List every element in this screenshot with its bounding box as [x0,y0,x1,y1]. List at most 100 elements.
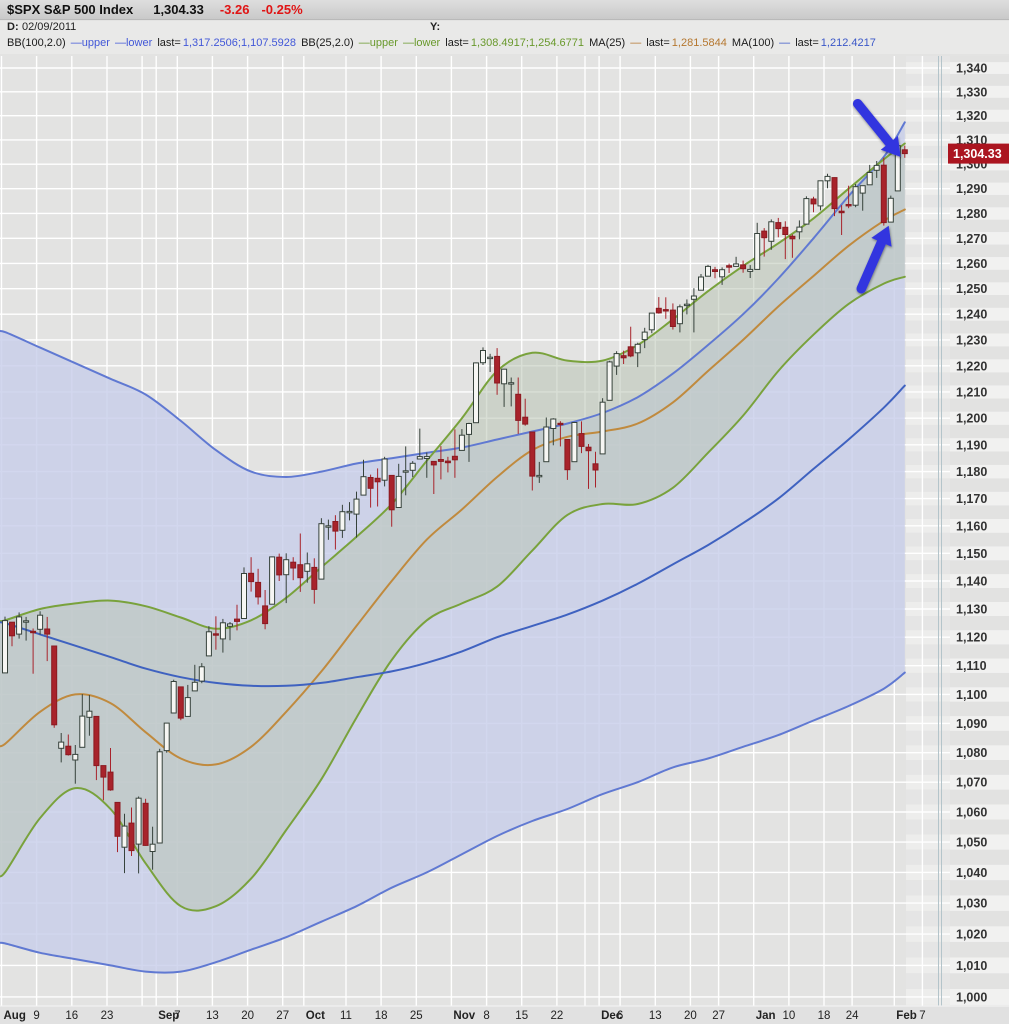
candle-up [705,265,711,277]
candle-up [121,825,128,848]
x-axis-label-6: 6 [617,1010,623,1022]
gutter-stripe [950,346,1009,360]
candle-down [437,459,444,462]
candle-up [339,511,346,531]
candle-up [803,198,810,225]
x-axis-label-oct: Oct [306,1010,325,1022]
gutter-stripe [950,478,1009,492]
candle-down [838,210,845,214]
legend-segment-10: MA(25) [589,37,629,49]
gutter-stripe [950,989,1009,1005]
lower-arrow-shaft [856,232,889,294]
candle-up [676,306,683,325]
candle-down [388,474,395,511]
future-stripe [906,1004,950,1006]
candle-up [409,462,416,471]
gutter-stripe [950,973,1009,989]
candle-down [290,561,297,569]
candle-up [304,563,311,572]
candle-up [423,456,430,460]
cursor-readout-row: D: 02/09/2011 Y: [0,21,1009,34]
y-axis-label-1,240: 1,240 [956,308,987,322]
y-axis-label-1,340: 1,340 [956,62,987,76]
gutter-stripe [950,464,1009,479]
price-change: -3.26 [219,2,250,17]
x-axis-label-27: 27 [712,1010,725,1022]
x-axis-label-16: 16 [65,1010,78,1022]
candle-up [887,197,894,223]
bb100-lower-line [0,671,906,974]
gutter-stripe [950,73,1009,86]
gutter-stripe [950,716,1009,731]
gutter-stripe [950,133,1009,146]
x-axis-label-27: 27 [276,1010,289,1022]
candle-down [620,355,627,359]
candle-down [177,686,184,719]
candle-down [332,521,339,532]
candle-up [648,312,655,331]
last-price: 1,304.33 [153,2,204,17]
y-axis-label-1,050: 1,050 [956,836,987,850]
future-stripe [906,346,950,360]
candle-up [543,426,550,463]
x-axis-label-11: 11 [340,1010,352,1022]
future-stripe [906,789,950,805]
candle-up [473,362,479,424]
candle-up [156,751,163,844]
gutter-stripe [950,295,1009,308]
candle-down [374,477,381,483]
candle-up [852,186,859,206]
candle-up [184,697,191,717]
candle-up [2,620,8,674]
candle-up [72,753,79,761]
candle-up [698,276,704,291]
gutter-stripe [950,658,1009,673]
candle-up [149,843,156,853]
legend-segment-8: last= [445,37,469,49]
gutter-stripe [950,97,1009,110]
x-axis-label-dec: Dec [601,1010,623,1022]
candle-down [761,230,768,239]
x-axis-label-15: 15 [515,1010,528,1022]
legend-segment-9: 1,308.4917;1,254.6771 [470,37,588,49]
upper-arrow-shaft [852,98,898,152]
candle-down [901,149,908,155]
candle-up [198,666,205,682]
candle-down [142,802,149,846]
candle-down [451,455,458,461]
candle-up [381,458,388,481]
candle-up [768,221,775,242]
candle-up [86,710,93,718]
future-stripe [906,701,950,717]
future-stripe [906,588,950,602]
candle-down [810,198,817,205]
candle-down [712,269,718,273]
future-stripe [906,269,950,283]
candle-up [599,401,606,455]
x-axis-label-18: 18 [375,1010,388,1022]
gutter-stripe [950,880,1009,896]
gutter-stripe [950,745,1009,760]
future-stripe [906,478,950,492]
gutter-stripe [950,385,1009,399]
candle-down [655,307,662,314]
candle-up [536,474,543,478]
gutter-stripe [950,307,1009,321]
cursor-value-label: Y: [430,21,441,33]
legend-segment-14: MA(100) [731,37,778,49]
upper-arrow-annotation[interactable] [852,98,901,157]
x-axis-label-7: 7 [174,1010,180,1022]
candle-up [170,681,177,714]
lower-arrow-annotation[interactable] [856,225,892,294]
candle-down [880,164,887,224]
x-axis-label-25: 25 [410,1010,423,1022]
candle-up [16,616,23,635]
candle-up [747,268,754,272]
future-stripe [906,219,950,232]
candle-down [585,446,592,452]
future-stripe [906,424,950,439]
candle-down [789,235,796,240]
legend-segment-5: BB(25,2.0) [301,37,357,49]
lower-arrow-head [871,225,892,247]
